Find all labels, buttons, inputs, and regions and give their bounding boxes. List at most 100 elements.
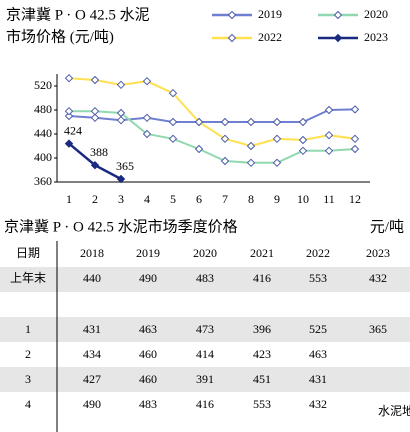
- marker: [64, 73, 74, 83]
- legend-label: 2019: [258, 7, 282, 21]
- table-cell: 434: [83, 347, 101, 361]
- marker: [220, 156, 230, 166]
- table-cell: 414: [196, 347, 214, 361]
- table-cell: 432: [369, 271, 387, 285]
- marker: [142, 113, 152, 123]
- legend-marker: [333, 10, 343, 20]
- marker: [298, 146, 308, 156]
- table-cell: 553: [253, 397, 271, 411]
- table-cell: 460: [139, 347, 157, 361]
- table-header: 2019: [136, 246, 160, 260]
- x-tick-label: 8: [248, 192, 254, 206]
- marker: [324, 105, 334, 115]
- x-tick-label: 4: [144, 192, 150, 206]
- table-cell: 473: [196, 322, 214, 336]
- legend-marker: [333, 33, 343, 43]
- data-label: 424: [64, 123, 82, 137]
- table-cell: 460: [139, 372, 157, 386]
- marker: [272, 158, 282, 168]
- table-cell: 391: [196, 372, 214, 386]
- x-tick-label: 5: [170, 192, 176, 206]
- marker: [246, 141, 256, 151]
- marker: [324, 146, 334, 156]
- x-tick-label: 1: [66, 192, 72, 206]
- x-tick-label: 3: [118, 192, 124, 206]
- table-cell: 427: [83, 372, 101, 386]
- x-tick-label: 2: [92, 192, 98, 206]
- table-cell: 463: [139, 322, 157, 336]
- table-cell: 2: [25, 347, 31, 361]
- table-cell: 416: [253, 271, 271, 285]
- marker: [324, 130, 334, 140]
- marker: [90, 113, 100, 123]
- y-tick-label: 520: [34, 78, 52, 92]
- table-cell: 3: [25, 372, 31, 386]
- marker: [168, 134, 178, 144]
- x-tick-label: 9: [274, 192, 280, 206]
- table-header: 2023: [366, 246, 390, 260]
- table-title: 京津冀 P · O 42.5 水泥市场季度价格: [4, 218, 238, 235]
- series-line: [68, 77, 356, 148]
- x-tick-label: 12: [349, 192, 361, 206]
- marker: [246, 158, 256, 168]
- marker: [90, 106, 100, 116]
- row-bg: [0, 317, 410, 342]
- marker: [168, 117, 178, 127]
- table-cell: 432: [309, 397, 327, 411]
- marker: [116, 108, 126, 118]
- table-header: 2021: [250, 246, 274, 260]
- x-tick-label: 10: [297, 192, 309, 206]
- x-tick-label: 6: [196, 192, 202, 206]
- watermark: 水泥地理: [378, 404, 410, 418]
- marker: [298, 117, 308, 127]
- marker: [272, 117, 282, 127]
- table-cell: 440: [83, 271, 101, 285]
- series-line: [68, 108, 356, 123]
- table-cell: 525: [309, 322, 327, 336]
- marker: [64, 139, 74, 148]
- table-cell: 1: [25, 322, 31, 336]
- y-tick-label: 480: [34, 102, 52, 116]
- marker: [116, 115, 126, 125]
- table-cell: 365: [369, 322, 387, 336]
- table-cell: 463: [309, 347, 327, 361]
- marker: [168, 88, 178, 98]
- table-cell: 396: [253, 322, 271, 336]
- table-unit: 元/吨: [370, 218, 404, 235]
- marker: [272, 134, 282, 144]
- marker: [220, 117, 230, 127]
- table-cell: 490: [83, 397, 101, 411]
- table-header: 2018: [80, 246, 104, 260]
- row-bg: [0, 367, 410, 392]
- marker: [90, 75, 100, 85]
- marker: [298, 135, 308, 145]
- table-cell: 451: [253, 372, 271, 386]
- table-cell: 483: [196, 271, 214, 285]
- data-label: 388: [90, 145, 108, 159]
- marker: [142, 76, 152, 86]
- table-header: 日期: [16, 246, 40, 260]
- marker: [350, 105, 360, 114]
- legend-marker: [227, 33, 237, 43]
- marker: [246, 117, 256, 127]
- legend-marker: [227, 10, 237, 20]
- legend-label: 2020: [364, 7, 388, 21]
- table-header: 2020: [193, 246, 217, 260]
- marker: [194, 144, 204, 154]
- y-tick-label: 440: [34, 126, 52, 140]
- chart-title: 京津冀 P · O 42.5 水泥: [6, 6, 150, 23]
- marker: [90, 160, 100, 170]
- table-cell: 4: [25, 397, 31, 411]
- marker: [350, 134, 360, 144]
- marker: [220, 134, 230, 144]
- y-tick-label: 360: [34, 174, 52, 188]
- table-cell: 431: [309, 372, 327, 386]
- table-cell: 490: [139, 271, 157, 285]
- table-cell: 431: [83, 322, 101, 336]
- data-label: 365: [116, 159, 134, 173]
- marker: [64, 111, 74, 121]
- legend-label: 2023: [364, 30, 388, 44]
- row-bg: [0, 267, 410, 292]
- table-cell: 416: [196, 397, 214, 411]
- x-tick-label: 11: [323, 192, 335, 206]
